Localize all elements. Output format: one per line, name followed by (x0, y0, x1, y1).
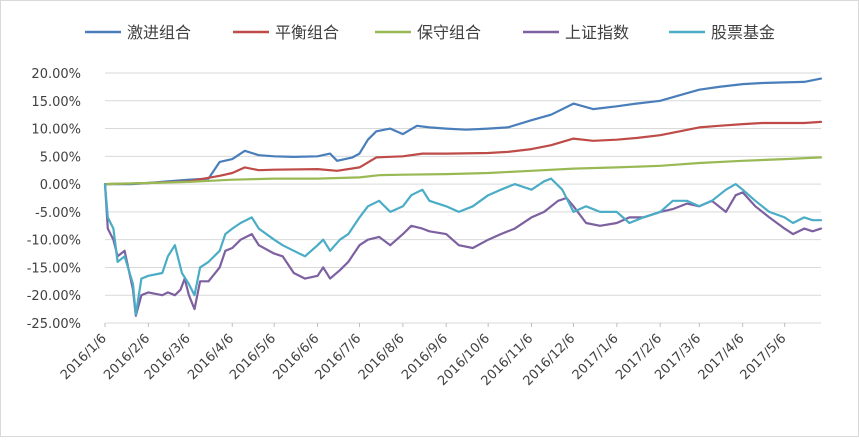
y-tick-label: 20.00% (31, 67, 81, 82)
x-tick-label: 2017/1/6 (570, 331, 622, 383)
y-tick-label: 10.00% (31, 123, 81, 138)
x-tick-label: 2017/5/6 (738, 331, 790, 383)
legend-label: 平衡组合 (275, 23, 339, 42)
y-tick-label: -25.00% (27, 317, 81, 332)
grid (105, 72, 821, 324)
y-tick-label: 15.00% (31, 95, 81, 110)
legend-label: 股票基金 (711, 23, 775, 42)
series-line-激进组合 (103, 77, 823, 186)
series-line-上证指数 (103, 183, 823, 317)
series-line-保守组合 (103, 156, 823, 186)
y-tick-label: -20.00% (27, 289, 81, 304)
series-group (103, 77, 823, 317)
legend: 激进组合 平衡组合 保守组合 上证指数 股票基金 (85, 23, 775, 42)
y-tick-label: -5.00% (35, 206, 81, 221)
y-tick-label: -15.00% (27, 261, 81, 276)
x-tick-label: 2016/1/6 (58, 331, 110, 383)
y-tick-label: 5.00% (40, 150, 81, 165)
legend-label: 激进组合 (127, 23, 191, 42)
series-line-平衡组合 (103, 120, 823, 186)
x-tick-label: 2016/5/6 (227, 331, 279, 383)
legend-label: 上证指数 (565, 23, 629, 42)
x-tick-label: 2016/8/6 (356, 331, 408, 383)
x-tick-label: 2016/7/6 (312, 331, 364, 383)
y-tick-label: -10.00% (27, 234, 81, 249)
series-line-股票基金 (103, 177, 823, 316)
legend-label: 保守组合 (417, 23, 481, 42)
y-tick-label: 0.00% (40, 178, 81, 193)
